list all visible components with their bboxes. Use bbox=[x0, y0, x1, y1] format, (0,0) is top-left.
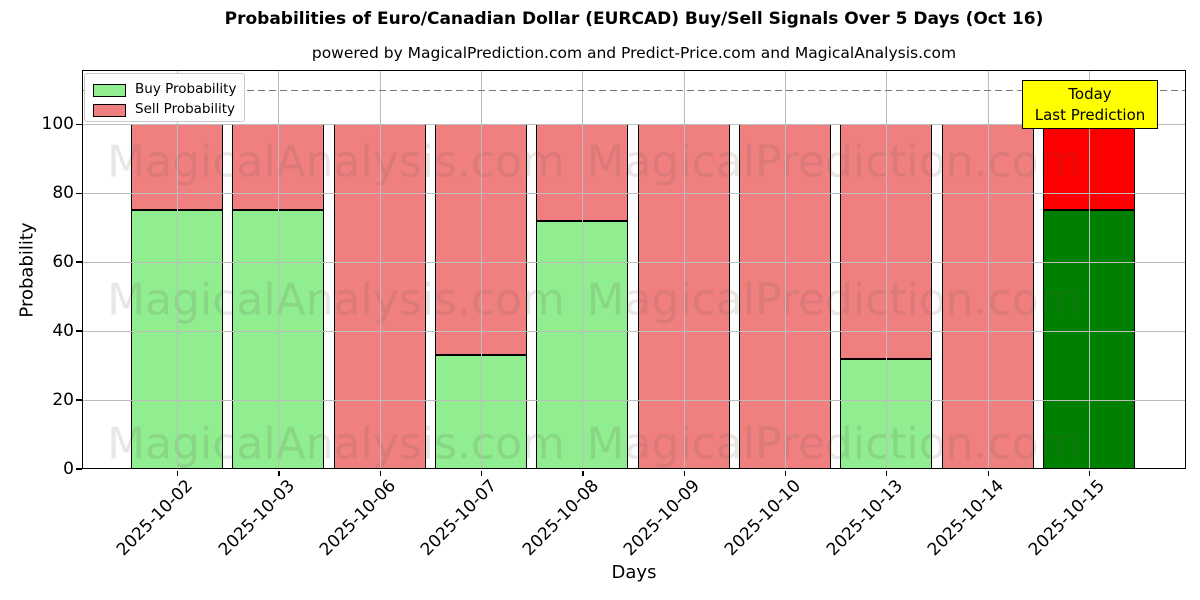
x-tick-mark bbox=[683, 470, 685, 476]
gridline-vertical bbox=[379, 70, 381, 469]
dashed-reference-line bbox=[82, 89, 1186, 92]
x-axis-label: Days bbox=[611, 562, 657, 583]
legend-label-sell: Sell Probability bbox=[135, 101, 236, 118]
y-tick-label: 80 bbox=[52, 182, 74, 203]
gridline-vertical bbox=[1088, 70, 1090, 469]
watermark-text: MagicalAnalysis.com bbox=[107, 418, 565, 470]
gridline-vertical bbox=[480, 70, 482, 469]
x-tick-label: 2025-10-14 bbox=[923, 476, 1008, 561]
gridline-horizontal bbox=[82, 400, 1186, 402]
chart-subtitle: powered by MagicalPrediction.com and Pre… bbox=[311, 44, 957, 62]
legend-item-sell: Sell Probability bbox=[93, 101, 236, 119]
watermark-text: MagicalPrediction.com bbox=[586, 136, 1082, 188]
gridline-vertical bbox=[177, 70, 178, 469]
watermark-text: MagicalPrediction.com bbox=[586, 418, 1082, 470]
legend-item-buy: Buy Probability bbox=[93, 81, 236, 99]
x-tick-label: 2025-10-09 bbox=[619, 476, 704, 561]
gridline-horizontal bbox=[82, 262, 1186, 264]
gridline-horizontal bbox=[82, 331, 1186, 333]
gridline-vertical bbox=[886, 70, 888, 469]
x-tick-mark bbox=[480, 470, 483, 476]
x-tick-label: 2025-10-03 bbox=[214, 476, 299, 561]
x-tick-label: 2025-10-07 bbox=[417, 476, 502, 561]
x-tick-mark bbox=[886, 470, 888, 476]
x-tick-label: 2025-10-02 bbox=[113, 476, 198, 561]
chart-title: Probabilities of Euro/Canadian Dollar (E… bbox=[224, 9, 1044, 29]
today-annotation-line1: Today bbox=[1068, 84, 1112, 103]
x-tick-label: 2025-10-06 bbox=[315, 476, 400, 561]
plot-area: MagicalAnalysis.com MagicalPrediction.com… bbox=[82, 70, 1186, 470]
x-tick-mark bbox=[379, 470, 381, 476]
y-tick-label: 20 bbox=[52, 389, 74, 410]
x-tick-label: 2025-10-08 bbox=[518, 476, 603, 561]
gridline-vertical bbox=[784, 70, 786, 469]
watermark-text: MagicalPrediction.com bbox=[586, 274, 1082, 326]
today-annotation: Today Last Prediction bbox=[1022, 80, 1158, 129]
legend-swatch-sell bbox=[93, 103, 126, 117]
gridline-horizontal bbox=[82, 193, 1186, 195]
x-tick-mark bbox=[177, 470, 179, 476]
gridline-vertical bbox=[683, 70, 685, 469]
y-axis-label: Probability bbox=[16, 222, 38, 318]
x-tick-mark bbox=[278, 470, 280, 476]
x-tick-mark bbox=[582, 470, 584, 476]
watermark-text: MagicalAnalysis.com bbox=[107, 136, 565, 188]
today-annotation-line2: Last Prediction bbox=[1034, 105, 1146, 124]
x-tick-label: 2025-10-10 bbox=[721, 476, 806, 561]
x-tick-mark bbox=[1088, 470, 1091, 476]
legend-swatch-buy bbox=[93, 83, 126, 97]
y-tick-label: 40 bbox=[52, 320, 74, 341]
y-tick-label: 100 bbox=[41, 113, 74, 134]
x-tick-label: 2025-10-13 bbox=[822, 476, 907, 561]
legend: Buy Probability Sell Probability bbox=[84, 73, 245, 122]
gridline-vertical bbox=[987, 70, 989, 469]
gridline-vertical bbox=[278, 70, 280, 469]
x-tick-mark bbox=[784, 470, 787, 476]
watermark-text: MagicalAnalysis.com bbox=[107, 274, 565, 326]
y-tick-label: 60 bbox=[52, 251, 74, 272]
gridline-horizontal bbox=[82, 124, 1186, 126]
legend-label-buy: Buy Probability bbox=[135, 81, 237, 98]
gridline-vertical bbox=[582, 70, 584, 469]
x-tick-label: 2025-10-15 bbox=[1025, 476, 1110, 561]
y-tick-label: 0 bbox=[63, 458, 74, 479]
x-tick-mark bbox=[987, 470, 989, 476]
